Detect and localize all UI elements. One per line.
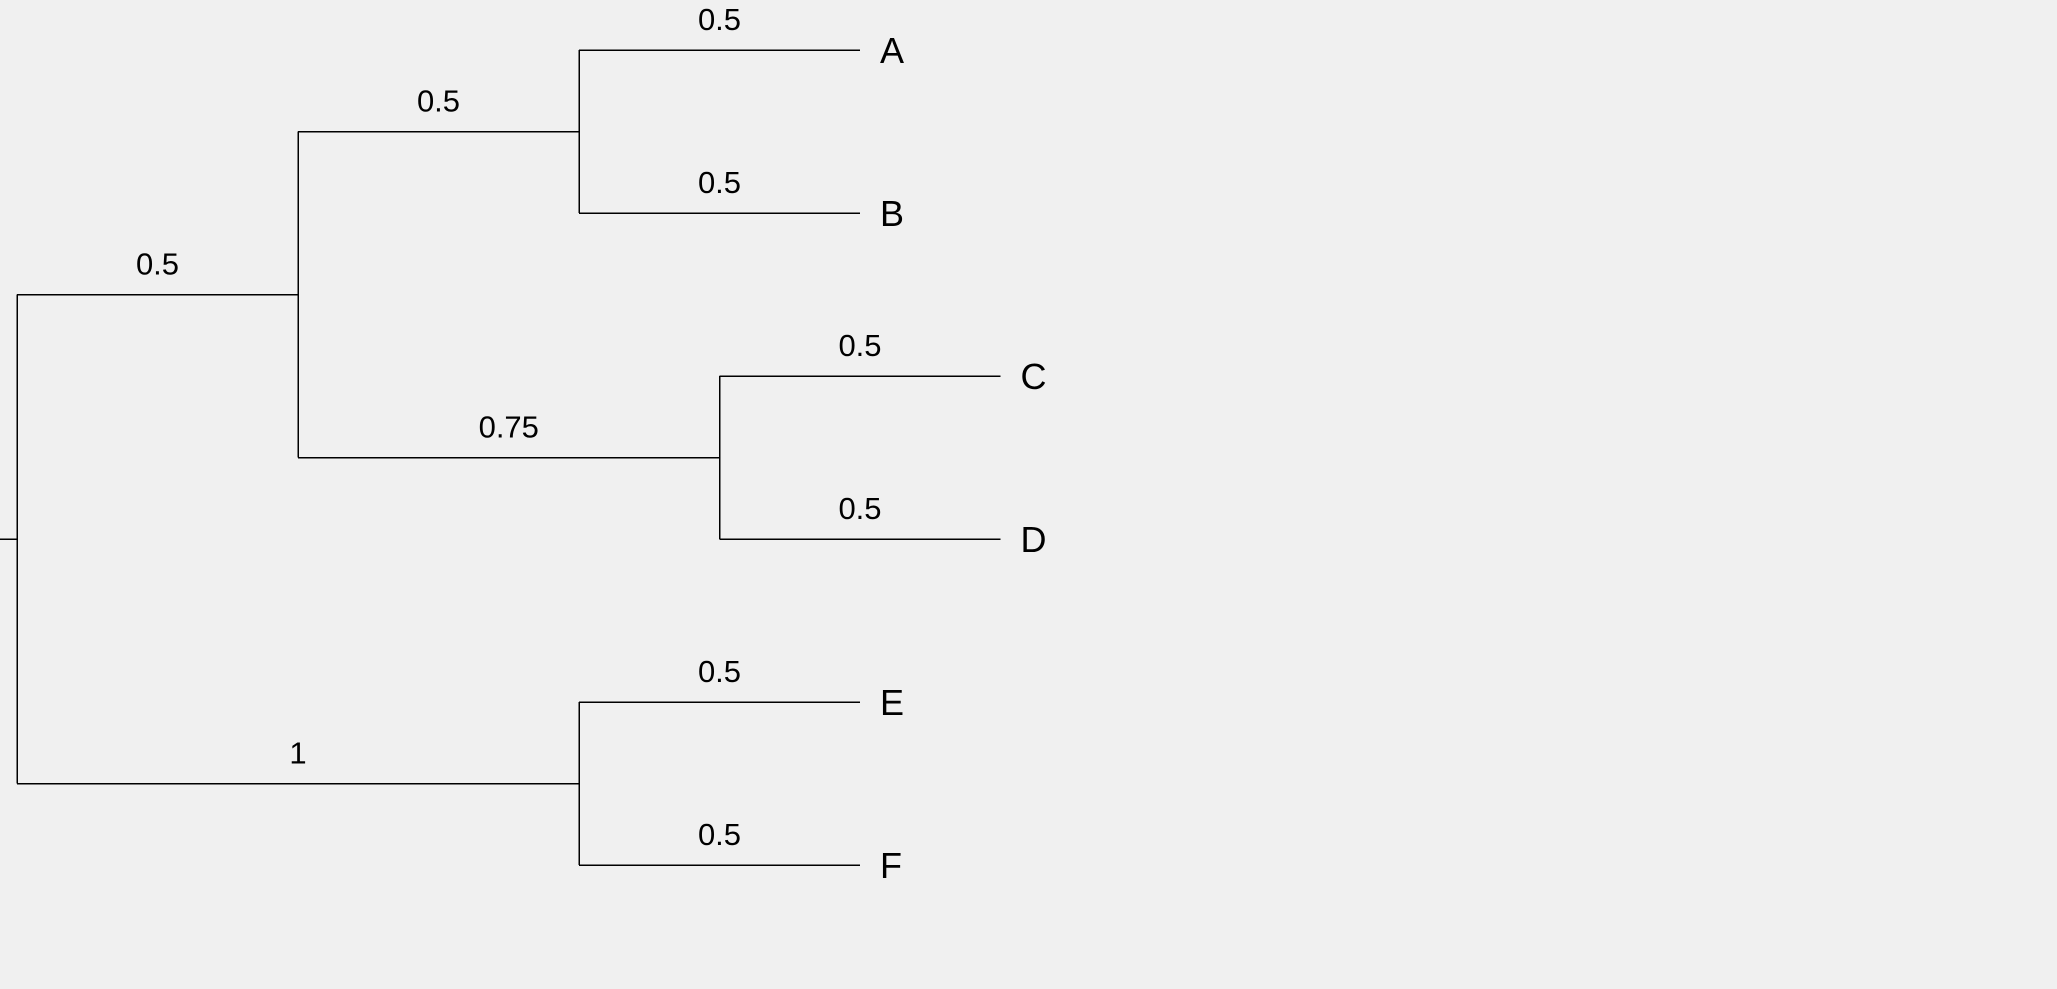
branch-length-label-n3: 0.75 [479, 410, 539, 445]
branch-length-label-A: 0.5 [698, 2, 741, 37]
branch-length-label-n1: 0.5 [136, 247, 179, 282]
branch-length-label-E: 0.5 [698, 654, 741, 689]
branch-length-label-D: 0.5 [838, 491, 881, 526]
leaf-label-a: A [880, 30, 904, 71]
branch-length-label-F: 0.5 [698, 817, 741, 852]
tree-edges [0, 49, 1001, 866]
branch-length-label-n2: 0.5 [417, 84, 460, 119]
branch-length-label-C: 0.5 [838, 328, 881, 363]
leaf-label-f: F [880, 845, 902, 886]
leaf-labels: A B C D E F [880, 30, 1047, 886]
branch-length-label-B: 0.5 [698, 165, 741, 200]
leaf-label-b: B [880, 193, 904, 234]
leaf-label-d: D [1021, 519, 1047, 560]
leaf-label-e: E [880, 682, 904, 723]
branch-length-label-n4: 1 [289, 736, 306, 771]
branch-length-labels: 0.5 0.5 0.5 0.5 0.75 0.5 0.5 1 0.5 0.5 [136, 2, 882, 852]
leaf-label-c: C [1021, 356, 1047, 397]
